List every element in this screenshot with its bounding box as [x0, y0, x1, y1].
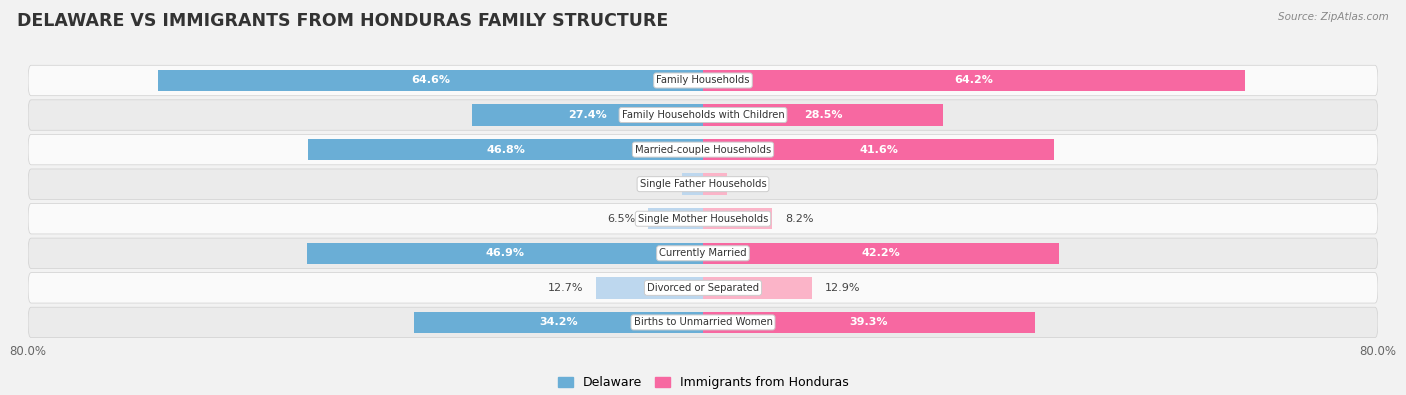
- Text: 41.6%: 41.6%: [859, 145, 898, 154]
- Bar: [308, 139, 703, 160]
- Text: 28.5%: 28.5%: [804, 110, 842, 120]
- Bar: [157, 70, 703, 91]
- Bar: [648, 208, 703, 229]
- Text: 34.2%: 34.2%: [540, 318, 578, 327]
- Text: Divorced or Separated: Divorced or Separated: [647, 283, 759, 293]
- Bar: [415, 312, 703, 333]
- Bar: [703, 139, 1054, 160]
- Text: 64.6%: 64.6%: [411, 75, 450, 85]
- Text: Married-couple Households: Married-couple Households: [636, 145, 770, 154]
- Text: 12.9%: 12.9%: [824, 283, 860, 293]
- Text: Currently Married: Currently Married: [659, 248, 747, 258]
- Text: Source: ZipAtlas.com: Source: ZipAtlas.com: [1278, 12, 1389, 22]
- Text: 46.8%: 46.8%: [486, 145, 524, 154]
- Bar: [703, 312, 1035, 333]
- FancyBboxPatch shape: [28, 169, 1378, 199]
- Text: 39.3%: 39.3%: [849, 318, 889, 327]
- Text: Family Households with Children: Family Households with Children: [621, 110, 785, 120]
- FancyBboxPatch shape: [28, 307, 1378, 338]
- FancyBboxPatch shape: [28, 203, 1378, 234]
- Legend: Delaware, Immigrants from Honduras: Delaware, Immigrants from Honduras: [553, 371, 853, 394]
- FancyBboxPatch shape: [28, 100, 1378, 130]
- Text: 8.2%: 8.2%: [785, 214, 813, 224]
- Bar: [703, 208, 772, 229]
- Bar: [703, 104, 943, 126]
- Text: 46.9%: 46.9%: [485, 248, 524, 258]
- Text: 2.8%: 2.8%: [740, 179, 768, 189]
- Bar: [703, 173, 727, 195]
- Bar: [703, 243, 1059, 264]
- Text: Births to Unmarried Women: Births to Unmarried Women: [634, 318, 772, 327]
- FancyBboxPatch shape: [28, 273, 1378, 303]
- FancyBboxPatch shape: [28, 238, 1378, 269]
- Bar: [682, 173, 703, 195]
- Bar: [472, 104, 703, 126]
- Text: 12.7%: 12.7%: [548, 283, 583, 293]
- Text: 64.2%: 64.2%: [955, 75, 993, 85]
- Text: Single Father Households: Single Father Households: [640, 179, 766, 189]
- Text: 2.5%: 2.5%: [641, 179, 669, 189]
- FancyBboxPatch shape: [28, 65, 1378, 96]
- Bar: [308, 243, 703, 264]
- Text: 42.2%: 42.2%: [862, 248, 900, 258]
- FancyBboxPatch shape: [28, 134, 1378, 165]
- Bar: [596, 277, 703, 299]
- Text: DELAWARE VS IMMIGRANTS FROM HONDURAS FAMILY STRUCTURE: DELAWARE VS IMMIGRANTS FROM HONDURAS FAM…: [17, 12, 668, 30]
- Bar: [703, 70, 1244, 91]
- Text: Family Households: Family Households: [657, 75, 749, 85]
- Text: 6.5%: 6.5%: [607, 214, 636, 224]
- Bar: [703, 277, 811, 299]
- Text: Single Mother Households: Single Mother Households: [638, 214, 768, 224]
- Text: 27.4%: 27.4%: [568, 110, 607, 120]
